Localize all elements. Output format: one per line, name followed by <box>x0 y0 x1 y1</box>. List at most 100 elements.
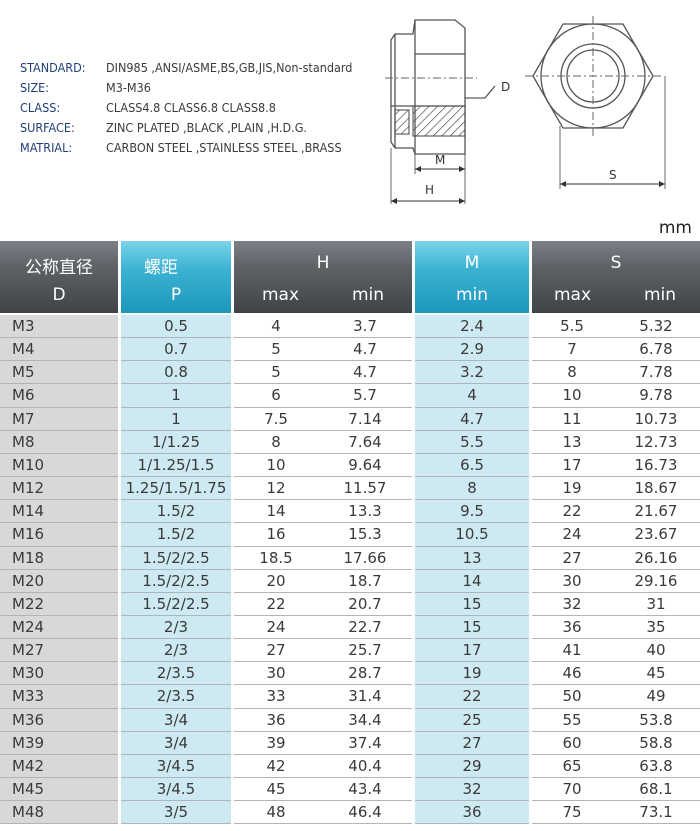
cell-h-max: 14 <box>266 502 286 521</box>
row-divider <box>0 638 700 640</box>
cell-d: M45 <box>0 778 118 801</box>
cell-h-max: 22 <box>266 594 286 613</box>
nut-technical-drawing: D M H S <box>385 16 666 204</box>
cell-h-max: 7.5 <box>264 409 288 428</box>
row-divider <box>0 429 700 431</box>
row-divider <box>0 383 700 385</box>
cell-d: M8 <box>0 430 118 454</box>
cell-m-min: 2.4 <box>415 315 529 338</box>
header-s-max: max <box>554 285 592 305</box>
row-divider <box>0 684 700 686</box>
header-h-min: min <box>352 285 385 305</box>
cell-s-min: 45 <box>646 664 666 683</box>
cell-s-min: 31 <box>646 594 666 613</box>
cell-d: M33 <box>0 685 118 709</box>
cell-d: M24 <box>0 615 118 639</box>
cell-s-min: 7.78 <box>639 363 673 382</box>
cell-p: 1.5/2/2.5 <box>121 569 231 593</box>
cell-d: M30 <box>0 662 118 686</box>
row-divider <box>0 522 700 524</box>
cell-p: 3/4.5 <box>121 778 231 801</box>
spec-value: CLASS4.8 CLASS6.8 CLASS8.8 <box>106 100 276 115</box>
header-d-label: 公称直径 <box>25 258 93 278</box>
cell-p: 3/4 <box>121 708 231 732</box>
cell-p: 1/1.25/1.5 <box>121 453 231 477</box>
label-s: S <box>609 168 617 182</box>
cell-m-min: 14 <box>415 569 529 593</box>
cell-p: 1/1.25 <box>121 430 231 454</box>
cell-s-min: 23.67 <box>634 525 678 544</box>
cell-h-min: 7.64 <box>348 432 382 451</box>
cell-s-max: 46 <box>562 664 582 683</box>
cell-h-min: 15.3 <box>348 525 382 544</box>
cell-h-max: 48 <box>266 803 286 822</box>
table-row: M22 1.5/2/2.5 22 20.7 15 32 31 <box>0 592 700 616</box>
row-divider <box>0 360 700 362</box>
cell-s-max: 65 <box>562 756 582 775</box>
cell-p: 1.5/2 <box>121 500 231 524</box>
row-divider <box>0 730 700 732</box>
cell-m-min: 36 <box>415 801 529 825</box>
label-h: H <box>425 183 434 197</box>
spec-value: DIN985 ,ANSI/ASME,BS,GB,JIS,Non-standard <box>106 60 353 75</box>
cell-s-max: 75 <box>562 803 582 822</box>
cell-h-max: 8 <box>271 432 281 451</box>
cell-h-max: 6 <box>271 386 281 405</box>
cell-s-min: 49 <box>646 687 666 706</box>
cell-h-max: 10 <box>266 455 286 474</box>
spec-size: SIZE: M3-M36 <box>20 78 352 98</box>
table-row: M14 1.5/2 14 13.3 9.5 22 21.67 <box>0 500 700 524</box>
cell-p: 3/4 <box>121 731 231 755</box>
cell-h-min: 20.7 <box>348 594 382 613</box>
cell-d: M16 <box>0 523 118 547</box>
cell-s-min: 58.8 <box>639 733 673 752</box>
cell-m-min: 4.7 <box>415 407 529 431</box>
cell-s-min: 9.78 <box>639 386 673 405</box>
cell-m-min: 6.5 <box>415 453 529 477</box>
table-row: M48 3/5 48 46.4 36 75 73.1 <box>0 801 700 825</box>
header-p-symbol: P <box>170 285 182 305</box>
cell-p: 0.5 <box>121 315 231 338</box>
cell-p: 1 <box>121 407 231 431</box>
row-divider <box>0 591 700 593</box>
table-row: M7 1 7.5 7.14 4.7 11 10.73 <box>0 407 700 431</box>
cell-s-max: 5.5 <box>560 317 584 335</box>
table-row: M12 1.25/1.5/1.75 12 11.57 8 19 18.67 <box>0 477 700 501</box>
cell-s-max: 60 <box>562 733 582 752</box>
cell-h-min: 25.7 <box>348 641 382 660</box>
cell-s-min: 68.1 <box>639 780 673 798</box>
cell-h-max: 16 <box>266 525 286 544</box>
cell-d: M4 <box>0 338 118 362</box>
cell-m-min: 3.2 <box>415 361 529 385</box>
column-divider <box>231 315 234 825</box>
cell-m-min: 17 <box>415 639 529 663</box>
cell-d: M10 <box>0 453 118 477</box>
cell-m-min: 13 <box>415 546 529 570</box>
cell-h-min: 31.4 <box>348 687 382 706</box>
cell-m-min: 4 <box>415 384 529 408</box>
cell-s-max: 17 <box>562 455 582 474</box>
spec-label: CLASS: <box>20 100 61 115</box>
cell-p: 2/3 <box>121 639 231 663</box>
cell-h-max: 33 <box>266 687 286 706</box>
cell-h-min: 9.64 <box>348 455 382 474</box>
row-divider <box>0 568 700 570</box>
label-m: M <box>435 153 445 167</box>
cell-h-max: 20 <box>266 571 286 590</box>
cell-h-min: 5.7 <box>353 386 377 405</box>
table-row: M24 2/3 24 22.7 15 36 35 <box>0 615 700 639</box>
cell-s-min: 53.8 <box>639 710 673 729</box>
cell-s-min: 63.8 <box>639 756 673 775</box>
cell-s-min: 21.67 <box>634 502 678 521</box>
spec-surface: SURFACE: ZINC PLATED ,BLACK ,PLAIN ,H.D.G… <box>20 118 352 138</box>
cell-d: M7 <box>0 407 118 431</box>
header-s-min: min <box>644 285 677 305</box>
column-divider <box>529 315 532 825</box>
cell-m-min: 22 <box>415 685 529 709</box>
table-row: M27 2/3 27 25.7 17 41 40 <box>0 639 700 663</box>
label-d: D <box>501 80 510 94</box>
cell-s-min: 35 <box>646 617 666 636</box>
row-divider <box>0 452 700 454</box>
cell-h-min: 37.4 <box>348 733 382 752</box>
cell-h-min: 18.7 <box>348 571 382 590</box>
